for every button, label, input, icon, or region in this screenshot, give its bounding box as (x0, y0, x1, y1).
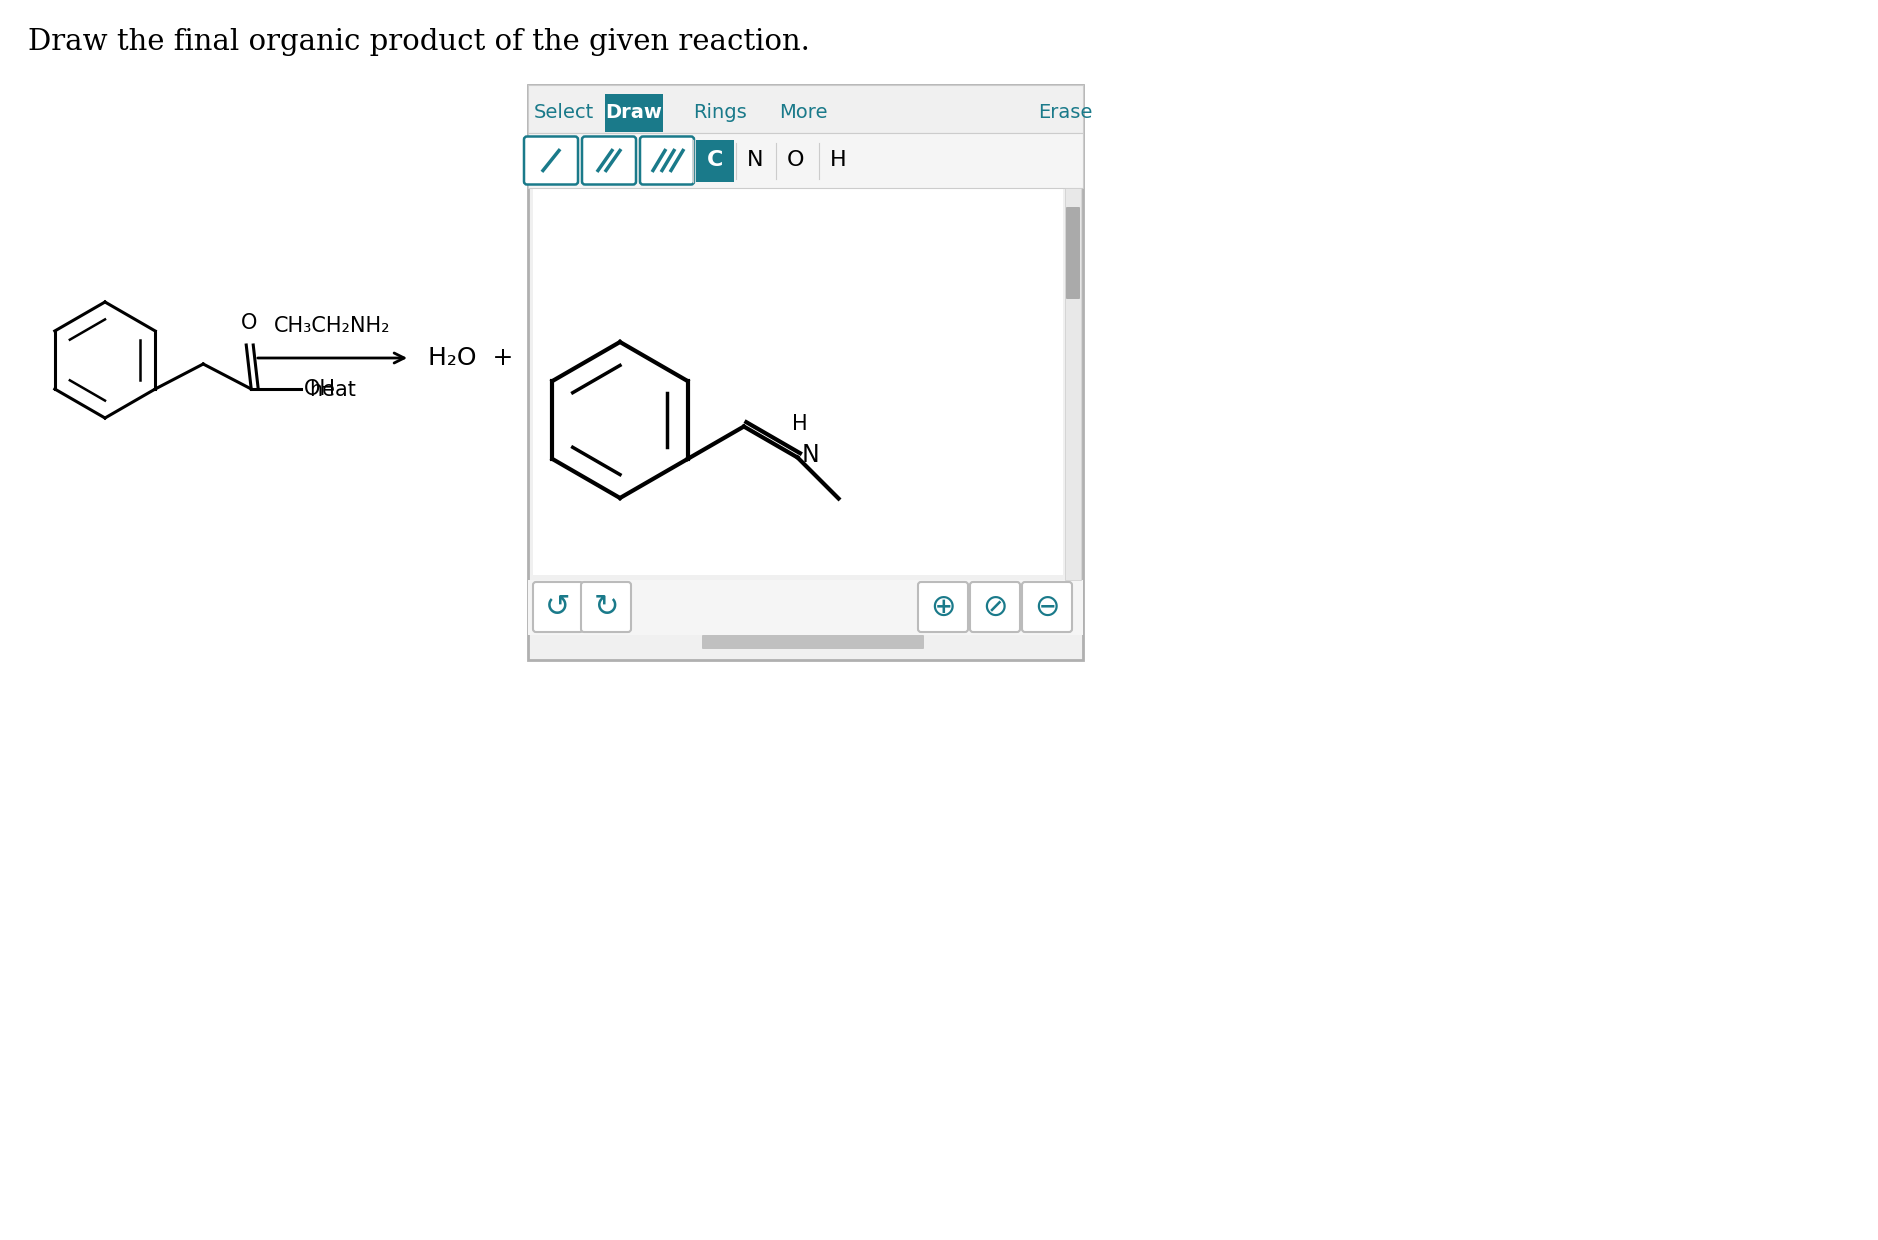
FancyBboxPatch shape (1067, 207, 1080, 299)
Bar (697, 140, 734, 181)
Text: More: More (779, 103, 826, 123)
Text: heat: heat (310, 379, 357, 401)
Text: ⊘: ⊘ (982, 593, 1008, 621)
FancyBboxPatch shape (1022, 582, 1072, 632)
FancyBboxPatch shape (582, 136, 637, 185)
Text: ⊖: ⊖ (1035, 593, 1059, 621)
FancyBboxPatch shape (533, 582, 582, 632)
Bar (605, 94, 663, 131)
Bar (1065, 188, 1082, 580)
Text: Erase: Erase (1039, 103, 1093, 123)
Text: CH₃CH₂NH₂: CH₃CH₂NH₂ (274, 316, 391, 336)
Bar (528, 86, 1084, 133)
Text: N: N (802, 444, 819, 467)
Text: Rings: Rings (693, 103, 747, 123)
Text: N: N (747, 150, 762, 170)
Text: C: C (706, 150, 723, 170)
Text: ⊕: ⊕ (930, 593, 956, 621)
FancyBboxPatch shape (918, 582, 967, 632)
Text: OH: OH (304, 379, 336, 399)
Bar (528, 133, 1084, 188)
Text: H₂O  +: H₂O + (428, 346, 513, 370)
FancyBboxPatch shape (971, 582, 1020, 632)
Text: O: O (787, 150, 804, 170)
FancyBboxPatch shape (524, 136, 578, 185)
FancyBboxPatch shape (702, 635, 924, 649)
FancyBboxPatch shape (580, 582, 631, 632)
Bar (533, 188, 1063, 575)
Text: Draw the final organic product of the given reaction.: Draw the final organic product of the gi… (28, 29, 809, 56)
Bar (528, 580, 1084, 635)
Text: ↺: ↺ (545, 593, 571, 621)
Text: ↻: ↻ (593, 593, 618, 621)
Text: Select: Select (533, 103, 593, 123)
Text: Draw: Draw (605, 103, 663, 123)
Text: O: O (240, 312, 257, 334)
Bar (528, 86, 1084, 660)
Text: H: H (793, 413, 808, 434)
Text: H: H (830, 150, 847, 170)
FancyBboxPatch shape (640, 136, 695, 185)
